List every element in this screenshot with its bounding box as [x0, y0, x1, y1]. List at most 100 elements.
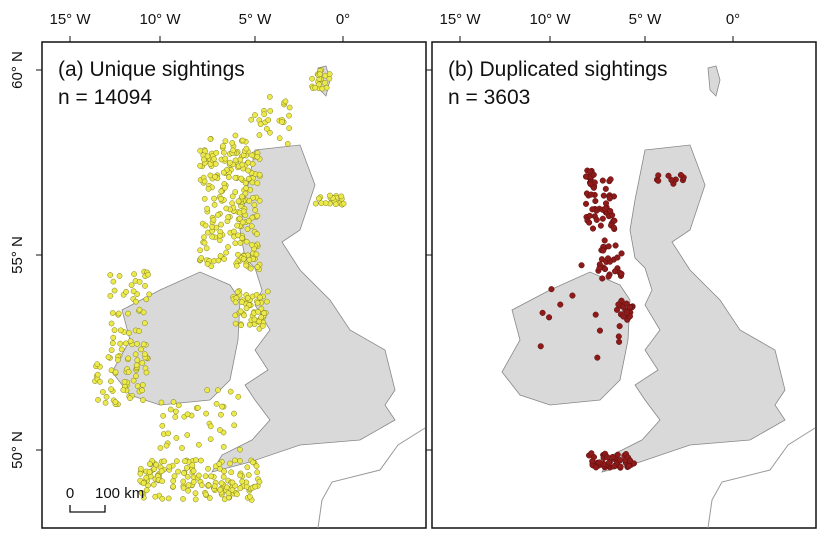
sighting-dot	[185, 482, 192, 488]
sighting-dot	[143, 474, 150, 481]
sighting-dot	[229, 193, 236, 200]
sighting-dot	[173, 408, 179, 415]
sighting-dot	[597, 222, 604, 229]
sighting-dot	[116, 273, 123, 279]
sighting-dot	[223, 205, 230, 212]
sighting-dot	[108, 386, 114, 392]
sighting-dot	[610, 224, 617, 231]
sighting-dot	[215, 212, 221, 218]
sighting-dot	[227, 159, 233, 166]
sighting-dot	[261, 310, 267, 317]
sighting-dot	[110, 334, 117, 341]
sighting-dot	[254, 264, 261, 270]
sighting-dot	[140, 397, 146, 404]
sighting-dot	[213, 149, 220, 156]
sighting-dot	[606, 195, 613, 202]
sighting-dot	[312, 84, 319, 91]
sighting-dot	[267, 108, 274, 114]
sighting-dot	[317, 71, 323, 78]
sighting-dot	[231, 410, 237, 417]
sighting-dot	[592, 311, 599, 318]
sighting-dot	[229, 487, 236, 493]
sighting-dot	[286, 112, 292, 119]
sighting-dot	[204, 153, 211, 160]
sighting-dot	[134, 383, 141, 389]
sighting-dot	[221, 256, 227, 262]
sighting-dot	[245, 159, 252, 166]
sighting-dot	[251, 202, 258, 208]
sighting-dot	[193, 457, 199, 463]
sighting-dot	[589, 206, 596, 213]
sighting-dot	[620, 313, 627, 320]
sighting-dot	[133, 362, 140, 369]
sighting-dot	[100, 389, 106, 395]
sighting-dot	[247, 265, 254, 272]
sighting-dot	[246, 493, 253, 500]
sighting-dot	[239, 193, 245, 200]
sighting-dot	[332, 201, 339, 208]
y-axis-label: 60° N	[9, 51, 26, 89]
sighting-dot	[598, 256, 605, 263]
sighting-dot	[125, 355, 132, 362]
sighting-dot	[180, 496, 186, 502]
sighting-dot	[589, 225, 597, 232]
sighting-dot	[218, 480, 225, 487]
sighting-dot	[240, 208, 247, 215]
panel-count: n = 3603	[448, 86, 530, 109]
sighting-dot	[127, 338, 134, 345]
sighting-dot	[284, 140, 291, 147]
sighting-dot	[159, 478, 166, 485]
ireland	[501, 271, 631, 406]
sighting-dot	[252, 483, 259, 490]
sighting-dot	[217, 427, 223, 433]
sighting-dot	[226, 174, 232, 181]
sighting-dot	[258, 314, 265, 321]
sighting-dot	[245, 175, 252, 182]
sighting-dot	[190, 468, 197, 474]
sighting-dot	[190, 479, 197, 485]
sighting-dot	[232, 189, 239, 195]
sighting-dot	[167, 406, 174, 413]
sighting-dot	[120, 387, 127, 393]
sighting-dot	[257, 121, 264, 127]
sighting-dot	[228, 469, 235, 476]
sighting-dot	[251, 316, 258, 323]
sighting-dot	[201, 234, 207, 241]
sighting-dot	[596, 327, 604, 334]
sighting-dot	[139, 382, 146, 388]
sighting-dot	[138, 346, 144, 353]
sighting-dot	[264, 288, 271, 295]
sighting-dot	[207, 423, 214, 430]
sighting-dot	[312, 200, 319, 207]
sighting-dot	[252, 112, 258, 118]
sighting-dot	[588, 191, 595, 198]
sighting-dot	[600, 192, 607, 199]
sighting-dot	[217, 486, 224, 493]
sighting-dot	[118, 346, 125, 353]
sighting-dot	[185, 487, 192, 494]
sighting-dot	[323, 84, 330, 91]
sighting-dot	[217, 253, 224, 259]
sighting-dot	[601, 266, 609, 273]
x-axis-label: 10° W	[529, 11, 571, 28]
sighting-dot	[602, 205, 609, 212]
sighting-dot	[207, 172, 214, 179]
sighting-dot	[175, 402, 182, 409]
sighting-dot	[211, 201, 218, 208]
sighting-dot	[212, 161, 219, 167]
y-axis-label: 55° N	[9, 236, 26, 274]
sighting-dot	[218, 195, 224, 202]
sighting-dot	[244, 464, 251, 471]
sighting-dot	[159, 495, 166, 502]
sighting-dot	[256, 478, 263, 485]
panel-title: (b) Duplicated sightings	[448, 58, 667, 81]
sighting-dot	[173, 435, 180, 441]
sighting-dot	[210, 216, 217, 223]
sighting-dot	[107, 378, 114, 385]
sighting-dot	[152, 493, 159, 500]
sighting-dot	[141, 351, 148, 358]
sighting-dot	[108, 320, 115, 327]
sighting-dot	[198, 457, 204, 464]
sighting-dot	[599, 177, 606, 184]
